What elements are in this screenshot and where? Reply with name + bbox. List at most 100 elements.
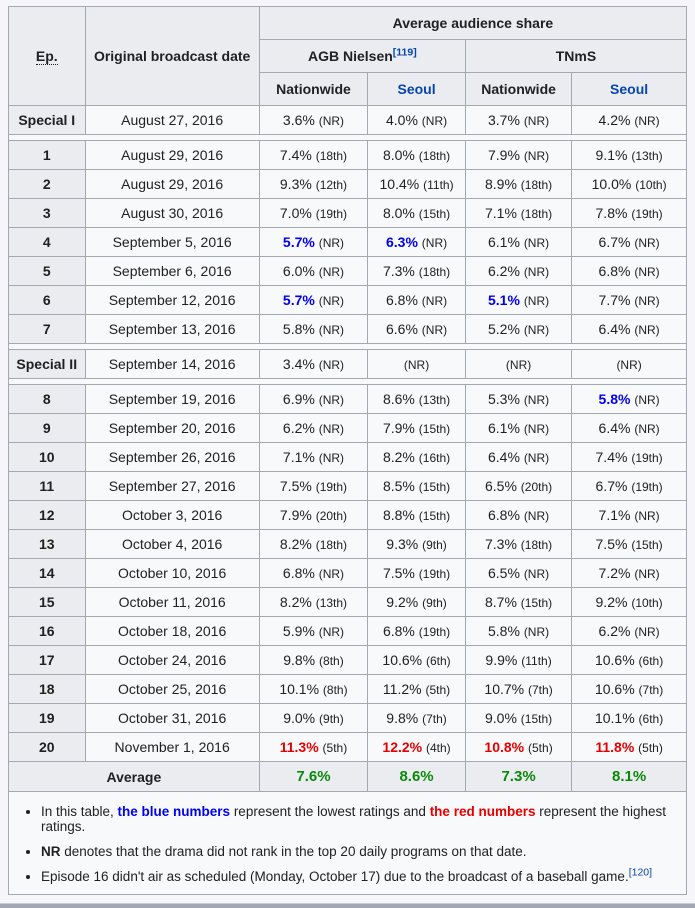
rating-value: 7.5% xyxy=(279,478,312,494)
rating-rank: (NR) xyxy=(421,323,448,337)
rating-cell: 5.9% (NR) xyxy=(258,616,369,646)
rating-cell: 8.8% (15th) xyxy=(367,500,466,530)
broadcast-date: September 12, 2016 xyxy=(84,285,260,315)
table-row: 12 October 3, 2016 7.9% (20th) 8.8% (15th) 6… xyxy=(8,500,687,530)
episode-label: 9 xyxy=(8,413,86,443)
rating-cell: 7.1% (NR) xyxy=(258,442,369,472)
rating-rank: (7th) xyxy=(528,683,553,697)
rating-value: 5.1% xyxy=(488,292,520,308)
rating-rank: (20th) xyxy=(315,509,348,523)
rating-rank: (7th) xyxy=(422,712,447,726)
rating-cell: 5.3% (NR) xyxy=(464,384,573,414)
broadcast-date: October 24, 2016 xyxy=(84,645,260,675)
rating-value: 9.3% xyxy=(279,176,312,192)
tnms-seoul-link[interactable]: Seoul xyxy=(571,72,687,106)
rating-cell: 5.7% (NR) xyxy=(258,227,369,257)
rating-cell: 6.9% (NR) xyxy=(258,384,369,414)
rating-value: 8.0% xyxy=(382,205,415,221)
rating-rank: (10th) xyxy=(635,178,667,192)
rating-cell: 8.0% (15th) xyxy=(367,198,466,228)
rating-value: 9.2% xyxy=(595,594,628,610)
rating-rank: (8th) xyxy=(322,683,348,697)
rating-value: 10.6% xyxy=(594,681,635,697)
rating-value: 6.4% xyxy=(598,420,631,436)
broadcast-date: September 20, 2016 xyxy=(84,413,260,443)
rating-value: 6.8% xyxy=(488,507,520,523)
rating-value: 10.1% xyxy=(279,681,320,697)
episode-label: 13 xyxy=(8,529,86,559)
rating-value: 8.7% xyxy=(484,594,517,610)
rating-rank: (12th) xyxy=(315,178,348,192)
rating-cell: 6.4% (NR) xyxy=(571,314,687,344)
broadcast-date: October 3, 2016 xyxy=(84,500,260,530)
rating-rank: (19th) xyxy=(315,480,348,494)
table-row: 4 September 5, 2016 5.7% (NR) 6.3% (NR) 6.1%… xyxy=(8,227,687,257)
rating-cell: 8.2% (18th) xyxy=(258,529,369,559)
rating-cell: 5.8% (NR) xyxy=(258,314,369,344)
rating-rank: (NR) xyxy=(523,567,550,581)
rating-value: 8.2% xyxy=(279,594,312,610)
table-row: 9 September 20, 2016 6.2% (NR) 7.9% (15th) 6… xyxy=(8,413,687,443)
rating-value: 6.8% xyxy=(282,565,315,581)
broadcast-date: September 6, 2016 xyxy=(84,256,260,286)
footnotes-cell: In this table, the blue numbers represen… xyxy=(8,791,687,895)
rating-value: 10.8% xyxy=(484,739,525,755)
rating-value: 6.5% xyxy=(488,565,520,581)
table-row: 2 August 29, 2016 9.3% (12th) 10.4% (11th) 8… xyxy=(8,169,687,199)
rating-cell: 9.2% (10th) xyxy=(571,587,687,617)
rating-rank: (15th) xyxy=(418,207,451,221)
broadcast-date: October 4, 2016 xyxy=(84,529,260,559)
rating-cell: 9.1% (13th) xyxy=(571,140,687,170)
citation-120-link[interactable]: [120] xyxy=(628,866,653,879)
rating-rank: (11th) xyxy=(423,178,454,192)
table-row: 17 October 24, 2016 9.8% (8th) 10.6% (6th) 9… xyxy=(8,645,687,675)
rating-rank: (19th) xyxy=(631,207,663,221)
rating-rank: (NR) xyxy=(523,149,550,163)
rating-value: 7.1% xyxy=(484,205,517,221)
rating-cell: 9.0% (15th) xyxy=(464,703,573,733)
episode-label: 5 xyxy=(8,256,86,286)
rating-rank: (NR) xyxy=(634,236,660,250)
rating-rank: (NR) xyxy=(523,265,550,279)
rating-rank: (18th) xyxy=(418,265,451,279)
rating-rank: (18th) xyxy=(315,149,348,163)
header-row-2: AGB Nielsen[119] TNmS xyxy=(9,39,688,73)
rating-rank: (NR) xyxy=(634,265,660,279)
table-row: 7 September 13, 2016 5.8% (NR) 6.6% (NR) 5.2… xyxy=(8,314,687,344)
rating-value: 3.7% xyxy=(488,112,520,128)
average-agb-seoul: 8.6% xyxy=(367,761,466,792)
rating-rank: (NR) xyxy=(523,422,550,436)
episode-label: 16 xyxy=(8,616,86,646)
episode-label: 19 xyxy=(8,703,86,733)
rating-value: 8.9% xyxy=(484,176,517,192)
rating-value: 8.5% xyxy=(382,478,415,494)
rating-value: 9.0% xyxy=(484,710,517,726)
rating-cell: 8.2% (13th) xyxy=(258,587,369,617)
rating-cell: 7.1% (18th) xyxy=(464,198,573,228)
rating-cell: 4.0% (NR) xyxy=(367,105,466,135)
rating-rank: (7th) xyxy=(638,683,664,697)
red-numbers-label: the red numbers xyxy=(429,804,536,819)
rating-rank: (NR) xyxy=(318,294,345,308)
episode-label: 18 xyxy=(8,674,86,704)
rating-cell: 6.0% (NR) xyxy=(258,256,369,286)
episode-label: 14 xyxy=(8,558,86,588)
broadcast-date: October 10, 2016 xyxy=(84,558,260,588)
table-row: Special II September 14, 2016 3.4% (NR) (NR… xyxy=(8,349,687,379)
rating-cell: 7.3% (18th) xyxy=(367,256,466,286)
rating-cell: (NR) xyxy=(571,349,687,379)
citation-119-link[interactable]: [119] xyxy=(392,46,417,59)
footnote-nr: NR denotes that the drama did not rank i… xyxy=(41,844,676,859)
rating-value: 6.2% xyxy=(282,420,315,436)
rating-rank: (19th) xyxy=(631,480,663,494)
table-row: Special I August 27, 2016 3.6% (NR) 4.0% (N… xyxy=(8,105,687,135)
rating-cell: 7.3% (18th) xyxy=(464,529,573,559)
agb-seoul-link[interactable]: Seoul xyxy=(367,72,466,106)
rating-rank: (13th) xyxy=(631,149,663,163)
rating-rank: (5th) xyxy=(322,741,348,755)
rating-value: 7.3% xyxy=(382,263,415,279)
agb-nationwide-header: Nationwide xyxy=(258,72,369,106)
rating-value: 6.8% xyxy=(598,263,631,279)
rating-cell: 6.5% (NR) xyxy=(464,558,573,588)
broadcast-date: October 18, 2016 xyxy=(84,616,260,646)
